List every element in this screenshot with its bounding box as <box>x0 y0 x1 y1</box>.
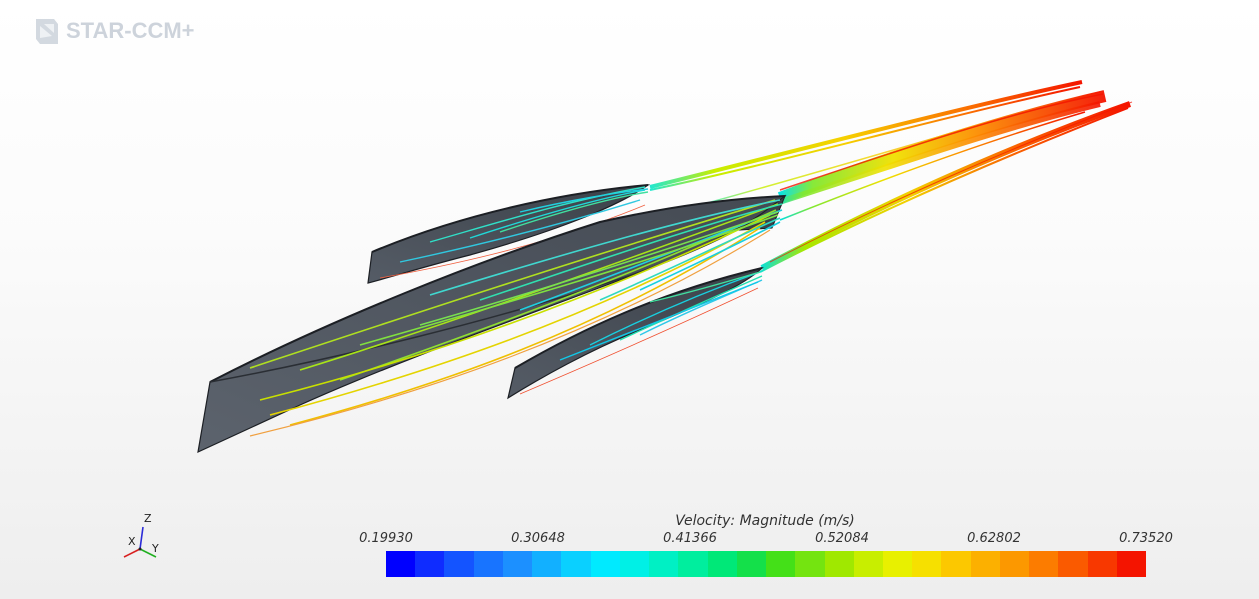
legend-tick-label: 0.19930 <box>359 531 413 546</box>
hull-lower-right[interactable] <box>507 266 764 400</box>
triad-z-label: Z <box>144 512 152 525</box>
legend-tick-label: 0.30648 <box>511 531 565 546</box>
hull-center[interactable] <box>197 194 787 454</box>
color-bar-segment <box>707 551 737 577</box>
legend-tick-label: 0.52084 <box>815 531 869 546</box>
star-ccm-logo: STAR-CCM+ <box>34 14 195 48</box>
color-bar-segment <box>1087 551 1117 577</box>
star-ccm-logo-icon <box>36 19 58 44</box>
logo-text: STAR-CCM+ <box>66 18 195 43</box>
color-bar-segment <box>590 551 620 577</box>
color-bar-segment <box>824 551 854 577</box>
color-bar-segment <box>532 551 562 577</box>
color-bar-segment <box>941 551 971 577</box>
triad-y-label: Y <box>151 542 159 555</box>
color-bar <box>386 551 1147 577</box>
color-bar-segment <box>415 551 445 577</box>
color-bar-segment <box>444 551 474 577</box>
color-bar-segment <box>853 551 883 577</box>
hull-upper-left-streamlines <box>379 186 649 279</box>
axis-triad-icon: Z X Y <box>123 512 159 558</box>
legend-tick-label: 0.41366 <box>663 531 717 546</box>
color-bar-segment <box>766 551 796 577</box>
triad-x-label: X <box>128 535 136 548</box>
color-bar-segment <box>386 551 416 577</box>
legend-title: Velocity: Magnitude (m/s) <box>675 513 855 529</box>
color-bar-segment <box>970 551 1000 577</box>
hull-center-streamlines <box>249 199 783 437</box>
color-bar-segment <box>561 551 591 577</box>
color-bar-segment <box>1116 551 1147 577</box>
color-bar-segment <box>999 551 1030 577</box>
legend-tick-label: 0.73520 <box>1119 531 1173 546</box>
wake-streamlines <box>649 80 1133 273</box>
legend-tick-label: 0.62802 <box>967 531 1021 546</box>
color-bar-segment <box>1058 551 1088 577</box>
hull-upper-left[interactable] <box>367 184 651 284</box>
color-bar-segment <box>1029 551 1059 577</box>
hull-lower-right-streamlines <box>519 271 763 395</box>
color-bar-segment <box>678 551 708 577</box>
color-bar-segment <box>795 551 825 577</box>
color-bar-segment <box>649 551 679 577</box>
color-bar-segment <box>912 551 942 577</box>
color-bar-segment <box>473 551 503 577</box>
color-bar-segment <box>736 551 767 577</box>
color-bar-segment <box>619 551 650 577</box>
scene-viewport[interactable] <box>0 0 1259 500</box>
color-bar-segment <box>882 551 913 577</box>
color-bar-segment <box>502 551 533 577</box>
